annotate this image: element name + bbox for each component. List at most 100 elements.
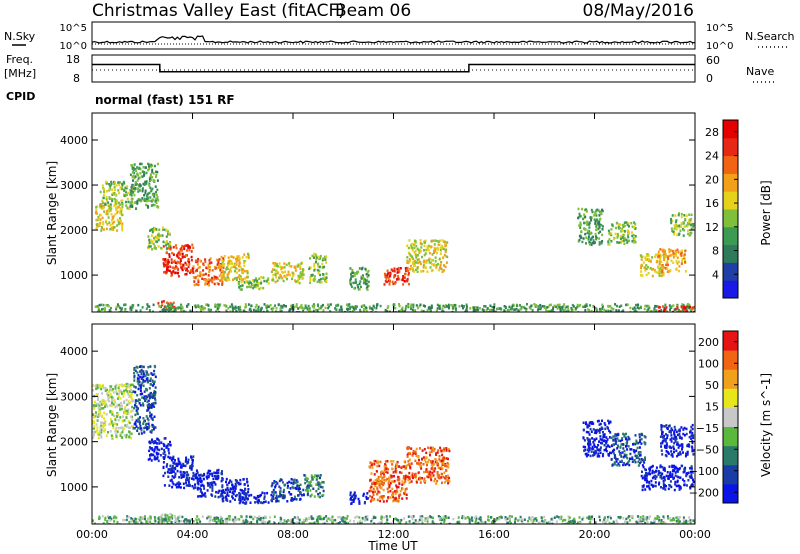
echo-cell — [309, 484, 312, 487]
echo-cell — [175, 486, 178, 489]
echo-cell — [608, 231, 611, 235]
echo-cell — [676, 251, 679, 254]
echo-cell — [100, 387, 103, 391]
echo-cell — [143, 395, 146, 398]
echo-cell — [144, 399, 147, 402]
echo-cell — [137, 387, 140, 391]
echo-cell — [169, 479, 172, 482]
echo-cell — [364, 267, 367, 271]
echo-cell — [625, 221, 628, 224]
echo-cell — [443, 240, 445, 243]
echo-cell — [588, 438, 591, 441]
echo-cell — [115, 307, 118, 311]
echo-cell — [100, 229, 103, 232]
echo-cell — [226, 487, 229, 490]
echo-cell — [327, 306, 330, 310]
echo-cell — [306, 493, 309, 496]
echo-cell — [325, 272, 328, 275]
echo-cell — [659, 253, 662, 256]
echo-cell — [238, 286, 241, 289]
echo-cell — [599, 422, 602, 426]
echo-cell — [309, 310, 312, 312]
echo-cell — [431, 466, 434, 469]
echo-cell — [530, 304, 533, 308]
echo-cell — [430, 245, 433, 248]
echo-cell — [450, 304, 453, 307]
echo-cell — [103, 193, 105, 197]
echo-cell — [110, 227, 113, 230]
echo-cell — [296, 483, 299, 487]
echo-cell — [600, 310, 602, 312]
echo-cell — [443, 471, 446, 474]
echo-cell — [192, 487, 195, 490]
echo-cell — [353, 495, 356, 499]
echo-cell — [131, 166, 134, 169]
echo-cell — [434, 477, 437, 481]
echo-cell — [157, 236, 160, 239]
echo-cell — [273, 268, 276, 272]
echo-cell — [181, 252, 184, 256]
echo-cell — [436, 472, 439, 476]
echo-cell — [319, 482, 322, 485]
echo-cell — [634, 227, 637, 230]
echo-cell — [607, 453, 610, 457]
echo-cell — [648, 487, 651, 491]
echo-cell — [227, 307, 230, 310]
echo-cell — [576, 305, 579, 309]
echo-cell — [132, 390, 135, 393]
echo-cell — [134, 201, 137, 204]
echo-cell — [432, 474, 435, 477]
scatter-cells — [92, 364, 695, 524]
echo-cell — [97, 431, 100, 435]
echo-cell — [182, 475, 185, 478]
echo-cell — [690, 219, 693, 222]
echo-cell — [244, 277, 247, 280]
echo-cell — [597, 443, 600, 447]
echo-cell — [312, 309, 315, 312]
echo-cell — [189, 309, 192, 312]
echo-cell — [438, 304, 441, 308]
echo-cell — [254, 306, 257, 309]
echo-cell — [504, 310, 507, 312]
echo-cell — [365, 497, 368, 500]
echo-cell — [137, 417, 140, 421]
echo-cell — [675, 443, 678, 446]
echo-cell — [607, 419, 610, 423]
echo-cell — [220, 266, 222, 269]
echo-cell — [442, 304, 445, 308]
echo-cell — [319, 280, 322, 284]
echo-cell — [665, 484, 667, 488]
echo-cell — [287, 270, 290, 274]
echo-cell — [627, 233, 629, 237]
echo-cell — [603, 308, 606, 311]
echo-cell — [372, 487, 375, 491]
echo-cell — [182, 263, 185, 267]
echo-cell — [211, 269, 214, 272]
echo-cell — [204, 283, 207, 286]
echo-cell — [306, 486, 309, 490]
echo-cell — [150, 459, 153, 462]
echo-cell — [670, 259, 673, 262]
echo-cell — [187, 479, 190, 482]
echo-cell — [404, 307, 407, 310]
echo-cell — [318, 269, 321, 273]
echo-cell — [169, 301, 172, 305]
echo-cell — [121, 383, 124, 386]
echo-cell — [239, 499, 242, 503]
echo-cell — [648, 469, 651, 472]
echo-cell — [150, 405, 153, 409]
echo-cell — [221, 272, 224, 276]
echo-cell — [357, 285, 360, 289]
echo-cell — [663, 485, 666, 489]
echo-cell — [596, 446, 598, 449]
echo-cell — [394, 466, 397, 470]
echo-cell — [307, 304, 310, 308]
echo-cell — [155, 193, 158, 197]
echo-cell — [429, 266, 432, 269]
echo-cell — [665, 474, 668, 478]
echo-cell — [150, 239, 153, 242]
echo-cell — [668, 425, 670, 428]
echo-cell — [246, 270, 249, 273]
echo-cell — [173, 267, 176, 270]
echo-cell — [680, 222, 683, 225]
